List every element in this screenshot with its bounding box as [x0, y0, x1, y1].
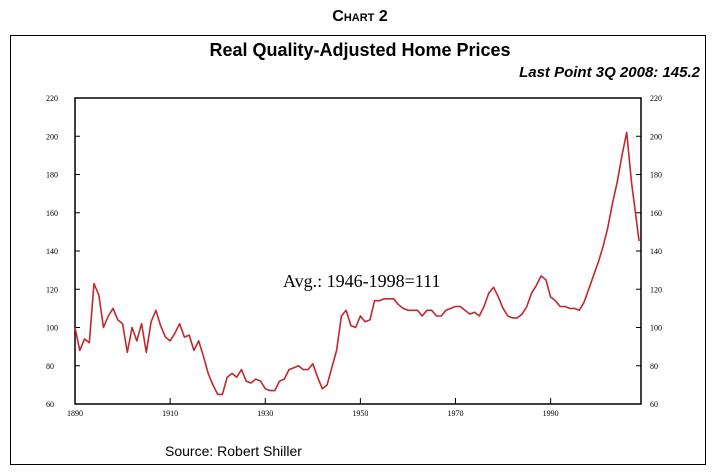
y-tick-label-right: 100	[650, 324, 662, 333]
y-tick-label-right: 60	[650, 400, 658, 409]
y-tick-label-right: 120	[650, 285, 662, 294]
y-tick-label-left: 80	[46, 362, 54, 371]
y-tick-label-right: 220	[650, 94, 662, 103]
x-tick-label: 1970	[448, 409, 464, 418]
chart-title: Real Quality-Adjusted Home Prices	[209, 40, 511, 60]
y-tick-label-right: 80	[650, 362, 658, 371]
y-tick-label-right: 160	[650, 209, 662, 218]
source-note: Source: Robert Shiller	[165, 443, 302, 459]
series-line	[74, 131, 640, 396]
y-tick-label-left: 220	[46, 94, 58, 103]
x-tick-label: 1990	[543, 409, 559, 418]
y-tick-label-right: 180	[650, 171, 662, 180]
y-tick-label-left: 60	[46, 400, 54, 409]
plot-area	[74, 97, 642, 405]
x-tick-label: 1910	[162, 409, 178, 418]
x-tick-label: 1930	[257, 409, 273, 418]
average-annotation: Avg.: 1946-1998=111	[283, 271, 440, 291]
y-tick-label-left: 120	[46, 285, 58, 294]
chart-frame	[10, 35, 706, 465]
y-tick-label-right: 140	[650, 247, 662, 256]
y-tick-label-left: 140	[46, 247, 58, 256]
y-tick-label-left: 180	[46, 171, 58, 180]
y-tick-label-left: 160	[46, 209, 58, 218]
chart-number-label: Chart 2	[332, 8, 388, 25]
x-tick-label: 1890	[67, 409, 83, 418]
x-tick-label: 1950	[352, 409, 368, 418]
y-tick-label-right: 200	[650, 132, 662, 141]
y-tick-label-left: 200	[46, 132, 58, 141]
last-point-note: Last Point 3Q 2008: 145.2	[519, 64, 700, 81]
y-tick-label-left: 100	[46, 324, 58, 333]
